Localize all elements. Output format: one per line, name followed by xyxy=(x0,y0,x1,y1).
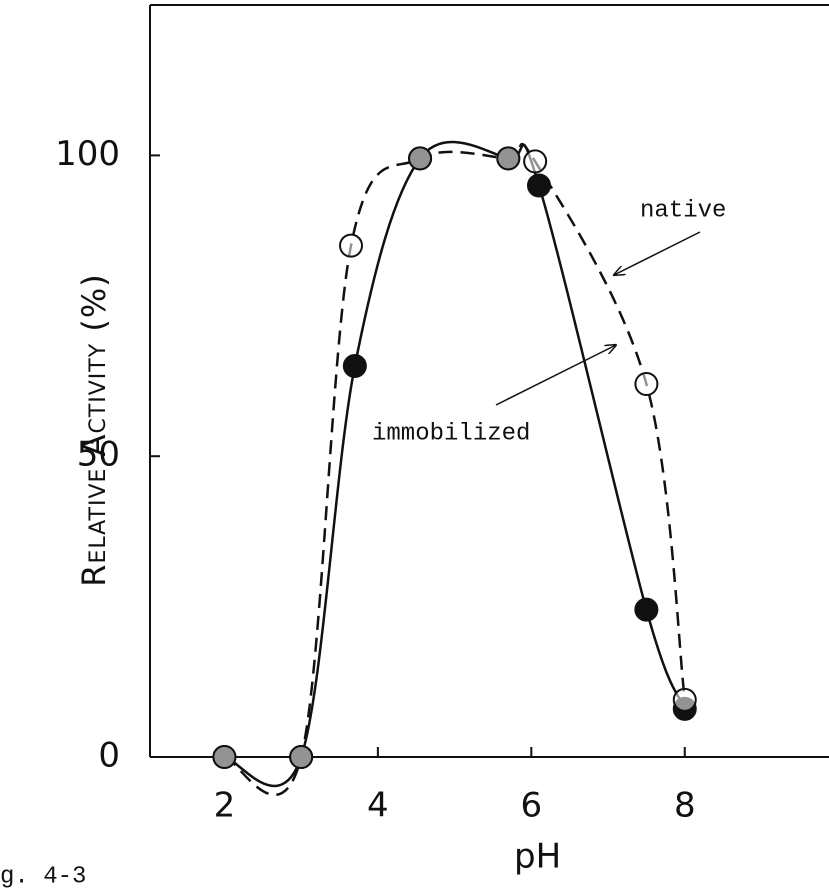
data-point xyxy=(526,173,551,198)
y-tick-label: 0 xyxy=(98,736,120,776)
x-axis-label: pH xyxy=(514,837,561,877)
data-point xyxy=(339,233,364,258)
data-point xyxy=(342,353,367,378)
annotation-arrow xyxy=(495,345,616,406)
x-tick-label: 6 xyxy=(520,786,542,826)
x-tick-label: 2 xyxy=(214,786,236,826)
y-tick-label: 50 xyxy=(77,435,120,475)
data-point xyxy=(672,687,697,712)
caption: g. 4-3 xyxy=(0,863,86,890)
y-tick-label: 100 xyxy=(55,134,120,174)
data-point xyxy=(496,146,521,171)
data-point xyxy=(289,745,314,769)
data-point xyxy=(408,146,433,171)
data-point xyxy=(212,745,237,769)
series-line xyxy=(224,140,686,788)
y-axis-label: Relative Activity (%) xyxy=(75,273,113,586)
series-line xyxy=(224,142,687,796)
annotation-arrow xyxy=(614,231,701,275)
data-point xyxy=(634,372,659,397)
x-tick-label: 4 xyxy=(367,786,389,826)
annotation: immobilized xyxy=(372,420,530,447)
data-point xyxy=(523,149,548,174)
annotation: native xyxy=(640,197,726,224)
axes-frame xyxy=(149,4,829,758)
x-tick-label: 8 xyxy=(674,786,696,826)
data-point xyxy=(634,597,659,622)
